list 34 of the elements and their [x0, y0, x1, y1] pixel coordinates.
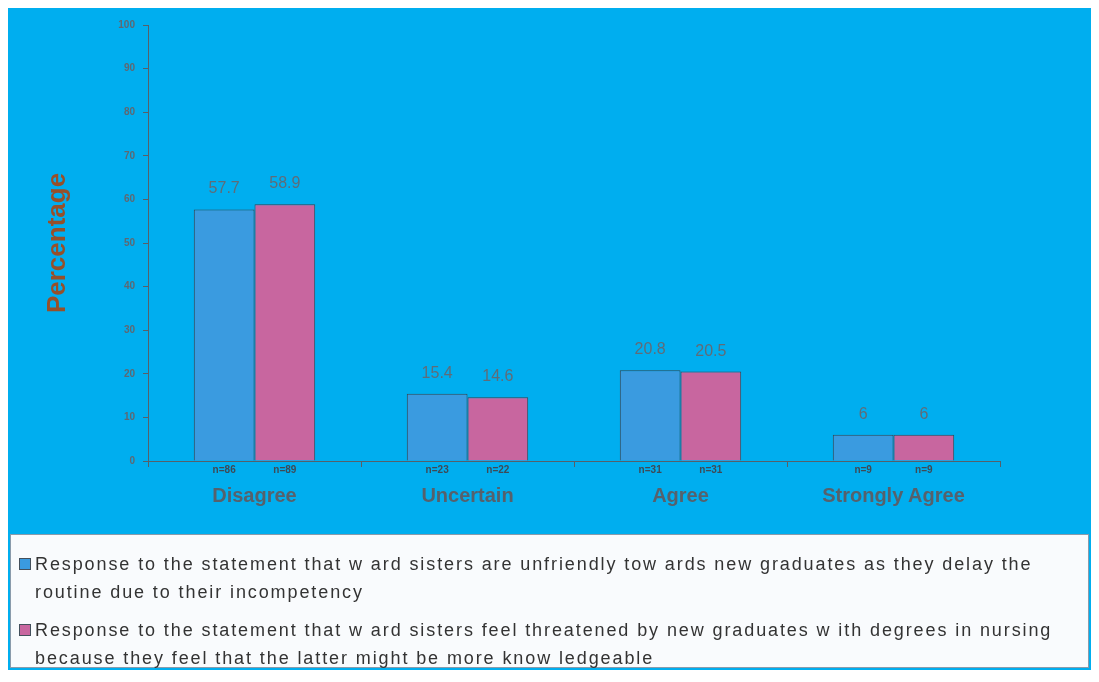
- y-tick-label: 60: [123, 193, 136, 205]
- data-label: 57.7: [208, 179, 240, 197]
- annotation: n=23: [425, 463, 450, 475]
- annotation: n=31: [638, 463, 663, 475]
- y-tick-label: 20: [123, 367, 136, 379]
- y-tick-label: 0: [129, 454, 136, 466]
- legend-label: Response to the statement that w ard sisters are unfriendly tow ards new graduates as they delay the routine due to their incompetency: [35, 553, 1034, 604]
- y-tick-label: 10: [123, 411, 136, 423]
- x-tick-label: Strongly Agree: [822, 483, 965, 506]
- annotation: n=86: [212, 463, 237, 475]
- annotation: n=9: [915, 463, 934, 475]
- y-tick-label: 50: [123, 236, 136, 248]
- data-label: 6: [858, 404, 868, 422]
- y-tick-label: 100: [118, 18, 136, 30]
- y-tick-label: 40: [123, 280, 136, 292]
- y-tick-label: 80: [123, 105, 136, 117]
- data-label: 15.4: [421, 363, 453, 381]
- legend-label: Response to the statement that w ard sisters feel threatened by new graduates w ith degrees in nursing because they feel that the latter might be more know ledgeable: [35, 619, 1054, 670]
- data-label: 14.6: [482, 367, 514, 385]
- data-label: 58.9: [269, 174, 301, 192]
- y-tick-label: 70: [123, 149, 136, 161]
- annotation: n=9: [854, 463, 873, 475]
- y-axis-title: Percentage: [40, 172, 71, 314]
- data-label: 20.8: [634, 340, 666, 358]
- data-label: 20.5: [695, 341, 727, 359]
- x-tick-label: Disagree: [212, 483, 297, 506]
- annotation: n=31: [699, 463, 723, 475]
- data-label: 6: [919, 404, 929, 422]
- y-tick-label: 90: [123, 62, 136, 74]
- x-tick-label: Agree: [652, 483, 709, 506]
- annotation: n=22: [486, 463, 510, 475]
- y-tick-label: 30: [123, 323, 136, 335]
- annotation: n=89: [273, 463, 297, 475]
- x-tick-label: Uncertain: [421, 483, 514, 506]
